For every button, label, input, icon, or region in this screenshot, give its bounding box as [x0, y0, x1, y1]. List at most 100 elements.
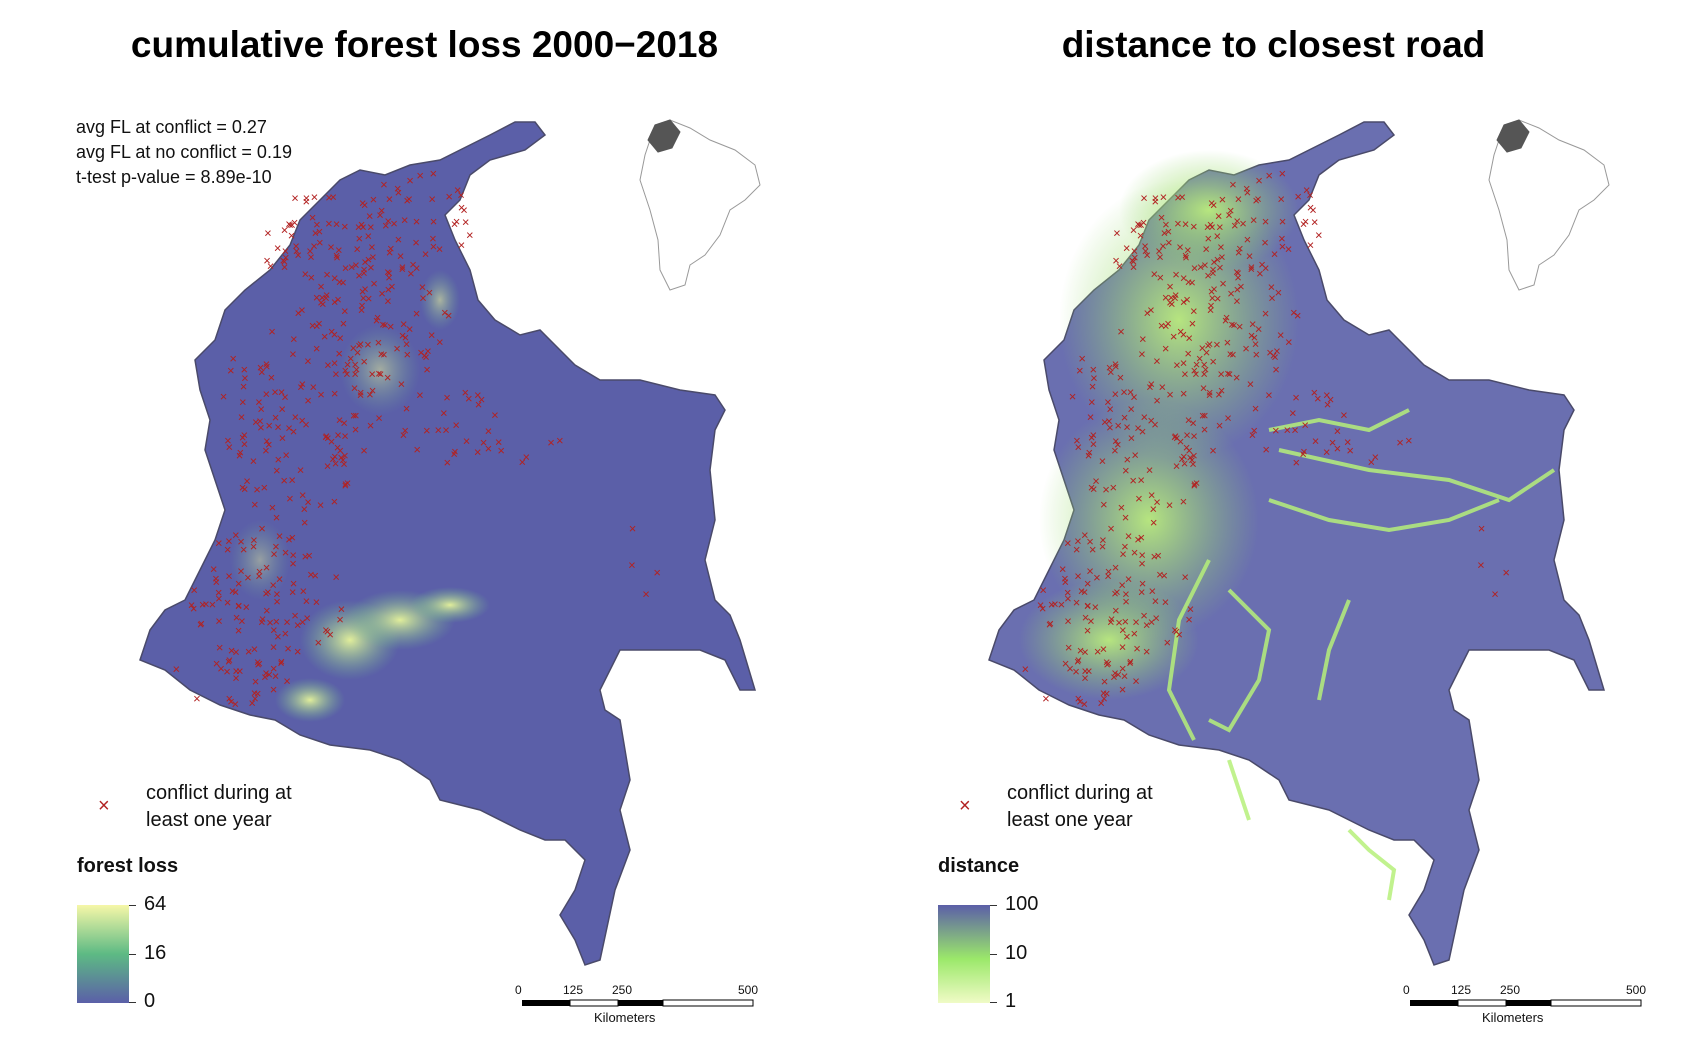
inset-map — [1488, 119, 1610, 291]
conflict-marker: × — [1122, 587, 1130, 602]
conflict-marker: × — [285, 421, 293, 436]
conflict-marker: × — [386, 245, 394, 260]
conflict-marker: × — [282, 626, 290, 641]
conflict-marker: × — [1100, 686, 1108, 701]
conflict-marker: × — [406, 321, 414, 336]
conflict-marker: × — [1100, 691, 1108, 706]
conflict-marker: × — [244, 570, 252, 585]
conflict-marker: × — [306, 244, 314, 259]
conflict-marker: × — [1064, 585, 1072, 600]
conflict-marker: × — [263, 603, 271, 618]
conflict-marker: × — [1072, 664, 1080, 679]
conflict-marker: × — [355, 219, 363, 234]
scale-unit: Kilometers — [1482, 1010, 1544, 1025]
conflict-marker: × — [1147, 413, 1155, 428]
conflict-marker: × — [1158, 210, 1166, 225]
conflict-marker: × — [1099, 532, 1107, 547]
conflict-marker: × — [290, 331, 298, 346]
conflict-marker: × — [1106, 360, 1114, 375]
conflict-marker: × — [519, 455, 527, 470]
conflict-marker: × — [237, 534, 245, 549]
conflict-marker: × — [1110, 480, 1118, 495]
conflict-marker: × — [1197, 259, 1205, 274]
conflict-marker: × — [1174, 216, 1182, 231]
conflict-marker: × — [281, 260, 289, 275]
conflict-marker: × — [1334, 441, 1342, 456]
conflict-marker: × — [436, 241, 444, 256]
conflict-marker: × — [642, 586, 650, 601]
conflict-marker: × — [304, 393, 312, 408]
conflict-marker: × — [1153, 354, 1161, 369]
conflict-marker: × — [309, 210, 317, 225]
conflict-marker: × — [232, 697, 240, 712]
conflict-marker: × — [1265, 388, 1273, 403]
conflict-marker: × — [1088, 394, 1096, 409]
conflict-marker: × — [289, 347, 297, 362]
scale-label: 125 — [563, 983, 584, 997]
conflict-marker: × — [1114, 418, 1122, 433]
conflict-marker: × — [1164, 635, 1172, 650]
conflict-marker: × — [1105, 656, 1113, 671]
conflict-marker: × — [1090, 362, 1098, 377]
conflict-marker: × — [251, 686, 259, 701]
conflict-marker: × — [1069, 389, 1077, 404]
legend-line: conflict during at — [1007, 782, 1153, 804]
conflict-marker: × — [478, 392, 486, 407]
conflict-marker: × — [1188, 275, 1196, 290]
conflict-marker: × — [268, 324, 276, 339]
conflict-marker: × — [385, 266, 393, 281]
conflict-marker: × — [193, 691, 201, 706]
conflict-marker: × — [328, 324, 336, 339]
conflict-marker: × — [341, 219, 349, 234]
conflict-marker: × — [1396, 435, 1404, 450]
conflict-marker: × — [1086, 563, 1094, 578]
conflict-marker: × — [1078, 584, 1086, 599]
conflict-marker: × — [321, 329, 329, 344]
conflict-marker: × — [1112, 253, 1120, 268]
conflict-marker: × — [303, 194, 311, 209]
conflict-marker: × — [1152, 593, 1160, 608]
conflict-marker: × — [241, 371, 249, 386]
conflict-marker: × — [1206, 337, 1214, 352]
conflict-marker: × — [1092, 600, 1100, 615]
conflict-marker: × — [1075, 440, 1083, 455]
conflict-marker: × — [279, 431, 287, 446]
conflict-marker: × — [282, 545, 290, 560]
conflict-marker: × — [223, 664, 231, 679]
conflict-marker: × — [380, 347, 388, 362]
conflict-marker: × — [312, 226, 320, 241]
conflict-marker: × — [416, 168, 424, 183]
conflict-marker: × — [1138, 556, 1146, 571]
conflict-marker: × — [282, 448, 290, 463]
conflict-marker: × — [452, 418, 460, 433]
conflict-marker: × — [1272, 423, 1280, 438]
conflict-marker: × — [430, 214, 438, 229]
conflict-marker: × — [254, 655, 262, 670]
conflict-marker: × — [428, 328, 436, 343]
conflict-marker: × — [1216, 220, 1224, 235]
conflict-marker: × — [384, 294, 392, 309]
conflict-marker: × — [1151, 417, 1159, 432]
conflict-marker: × — [1191, 478, 1199, 493]
conflict-marker: × — [1206, 388, 1214, 403]
conflict-marker: × — [1244, 232, 1252, 247]
conflict-marker: × — [250, 453, 258, 468]
conflict-marker: × — [359, 219, 367, 234]
conflict-marker: × — [1203, 345, 1211, 360]
conflict-marker: × — [1478, 521, 1486, 536]
conflict-marker: × — [236, 448, 244, 463]
conflict-marker: × — [1187, 601, 1195, 616]
conflict-marker: × — [1271, 350, 1279, 365]
conflict-marker: × — [384, 370, 392, 385]
conflict-marker: × — [1155, 244, 1163, 259]
conflict-marker: × — [1141, 238, 1149, 253]
conflict-marker: × — [1209, 443, 1217, 458]
conflict-marker: × — [281, 390, 289, 405]
conflict-marker: × — [307, 249, 315, 264]
conflict-marker: × — [1148, 615, 1156, 630]
conflict-marker: × — [430, 239, 438, 254]
conflict-marker: × — [458, 200, 466, 215]
conflict-marker: × — [238, 614, 246, 629]
conflict-marker: × — [344, 357, 352, 372]
conflict-marker: × — [304, 354, 312, 369]
